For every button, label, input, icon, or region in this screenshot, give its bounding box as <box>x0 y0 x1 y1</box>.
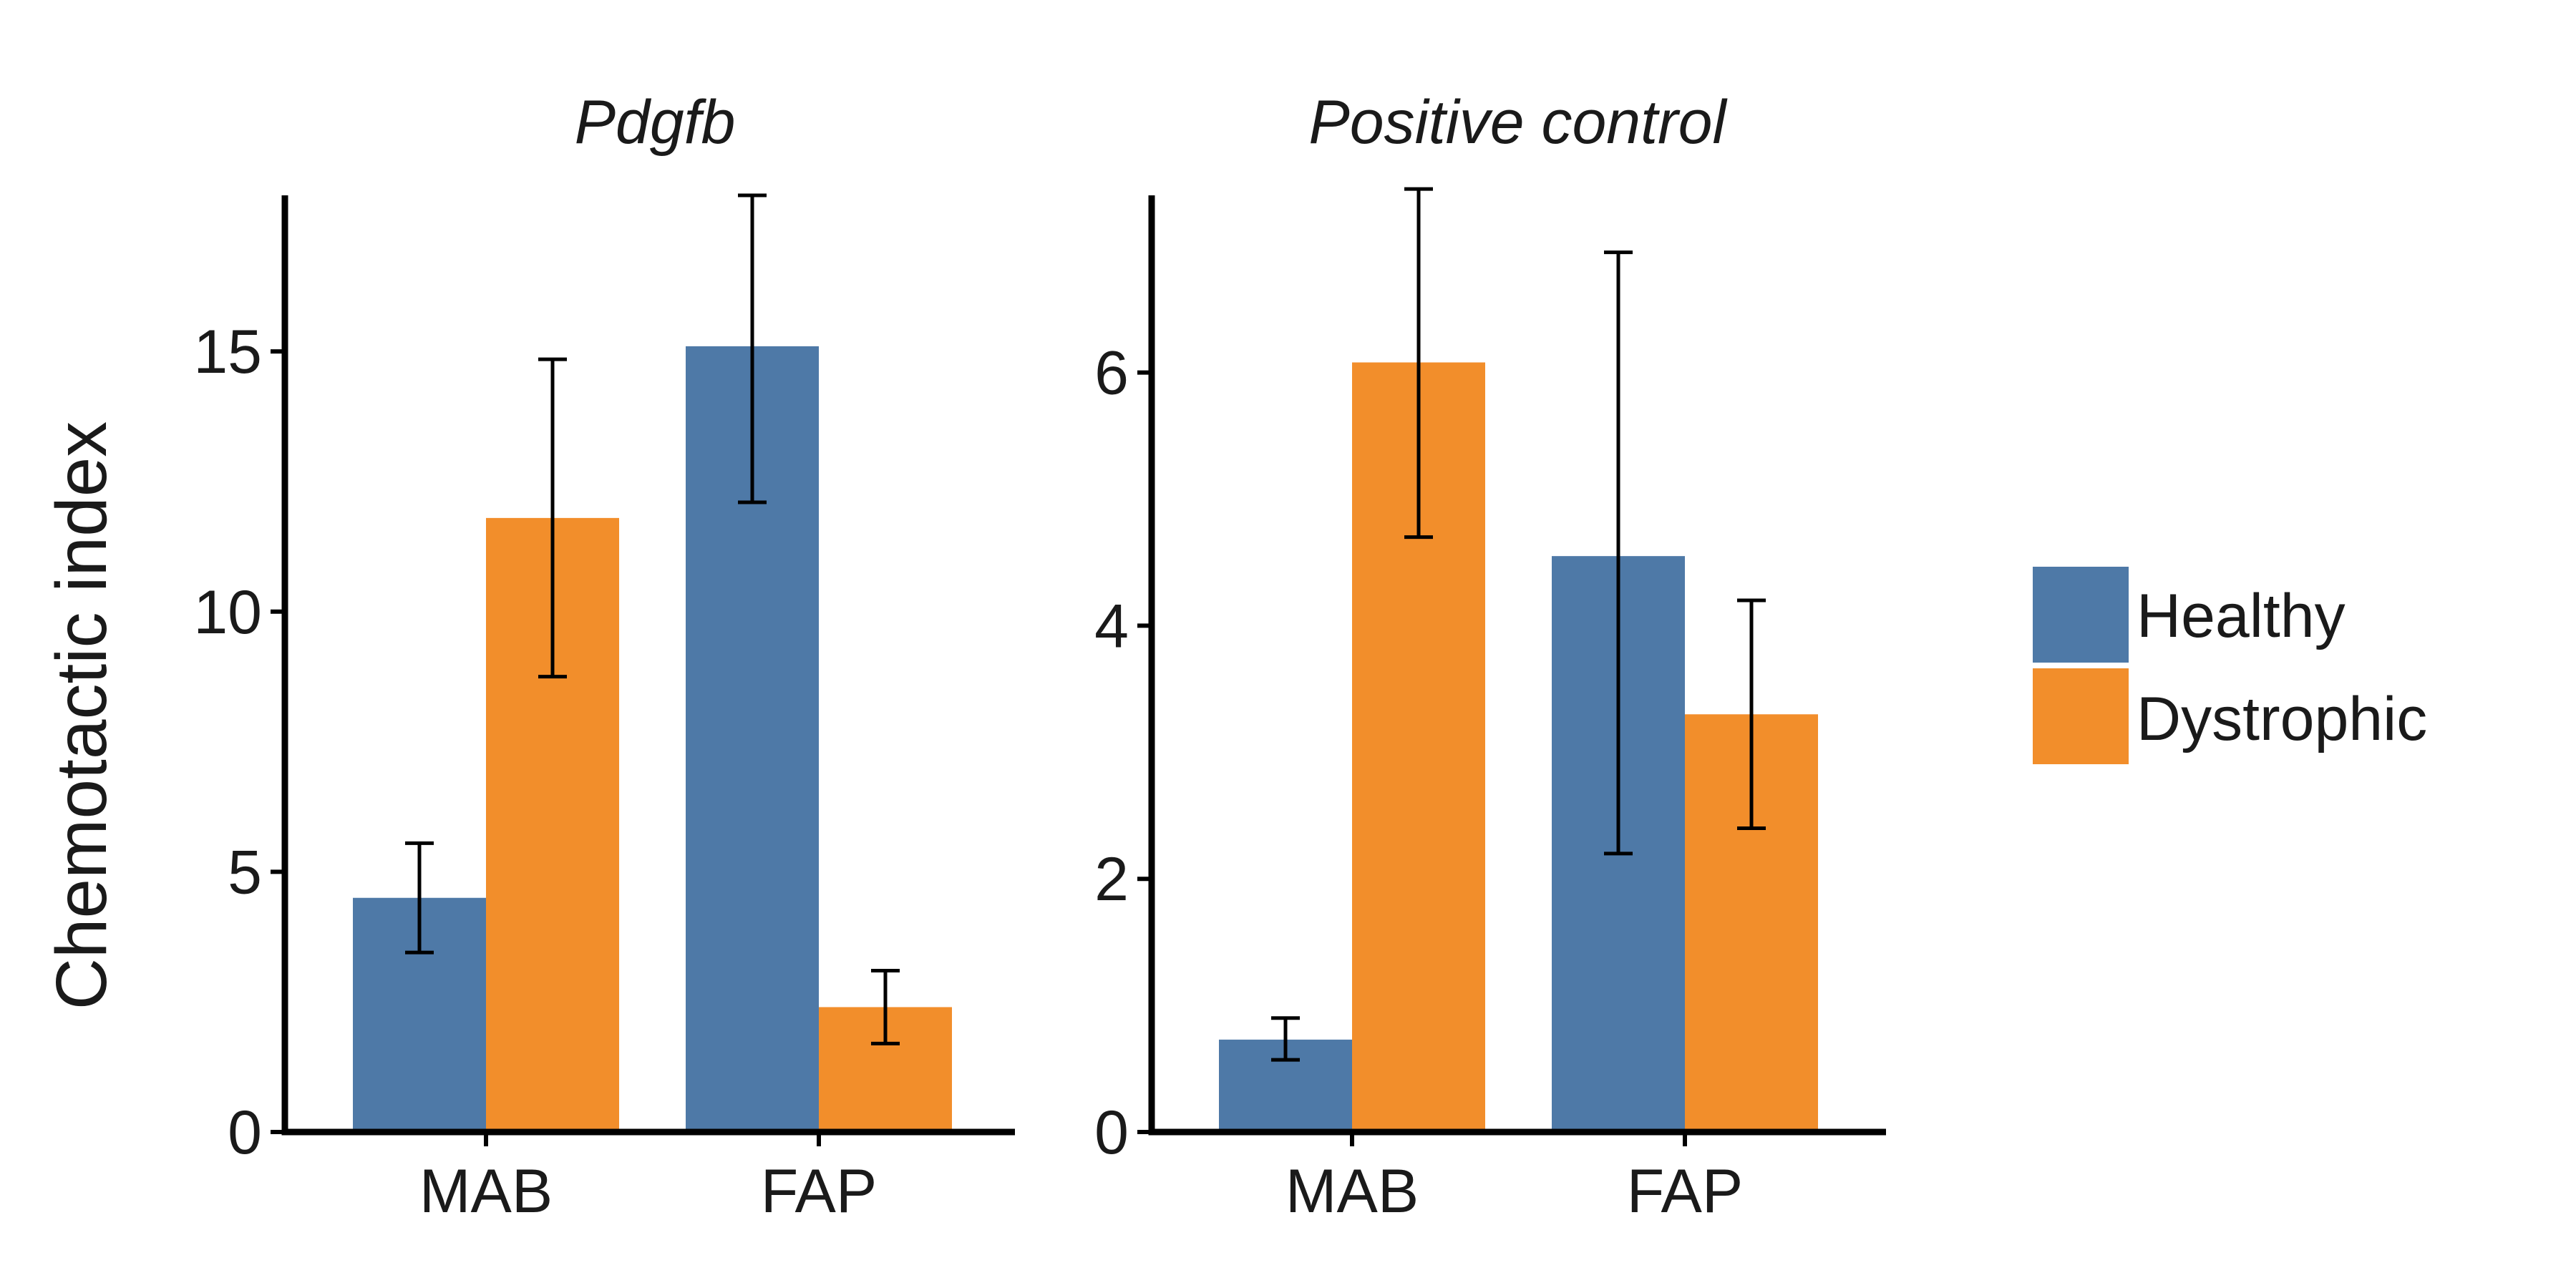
x-tick-label-positive-control-mab: MAB <box>1285 1157 1419 1226</box>
error-bar-pdgfb-mab-dystrophic <box>538 357 567 679</box>
panel-pdgfb-marks: 0 5 10 15 MAB FAP <box>193 193 1015 1226</box>
x-tick-label-pdgfb-fap: FAP <box>761 1157 878 1226</box>
error-bar-pdgfb-fap-dystrophic <box>871 969 900 1045</box>
error-bar-positive-control-fap-healthy <box>1604 250 1633 856</box>
y-tick-label-pdgfb-5: 5 <box>228 838 262 907</box>
error-bar-pdgfb-fap-healthy <box>738 193 767 504</box>
error-bar-pdgfb-mab-healthy <box>405 841 434 955</box>
error-bar-positive-control-fap-dystrophic <box>1737 598 1766 830</box>
y-tick-label-positive-control-2: 2 <box>1094 845 1129 914</box>
legend-swatch-healthy <box>2033 567 2129 663</box>
legend: Healthy Dystrophic <box>2033 567 2427 764</box>
panel-positive-control: Positive control 0 2 4 6 MAB FAP <box>1094 88 1886 1226</box>
y-axis-label: Chemotactic index <box>42 421 122 1010</box>
legend-swatch-dystrophic <box>2033 668 2129 764</box>
x-tick-label-pdgfb-mab: MAB <box>419 1157 553 1226</box>
y-tick-label-pdgfb-0: 0 <box>228 1098 262 1167</box>
panel-pdgfb: Pdgfb 0 5 10 15 MAB FAP <box>193 88 1015 1226</box>
y-tick-label-positive-control-4: 4 <box>1094 592 1129 660</box>
panel-title-pdgfb: Pdgfb <box>575 88 736 157</box>
panel-positive-control-marks: 0 2 4 6 MAB FAP <box>1094 187 1886 1226</box>
error-bar-positive-control-mab-dystrophic <box>1404 187 1433 540</box>
legend-label-healthy: Healthy <box>2137 582 2346 650</box>
y-tick-label-pdgfb-15: 15 <box>193 318 262 386</box>
x-tick-label-positive-control-fap: FAP <box>1627 1157 1744 1226</box>
y-tick-label-positive-control-0: 0 <box>1094 1098 1129 1167</box>
panel-title-positive-control: Positive control <box>1308 88 1728 157</box>
legend-label-dystrophic: Dystrophic <box>2137 685 2427 753</box>
error-bar-positive-control-mab-healthy <box>1271 1016 1300 1062</box>
y-tick-label-pdgfb-10: 10 <box>193 578 262 647</box>
y-tick-label-positive-control-6: 6 <box>1094 339 1129 408</box>
